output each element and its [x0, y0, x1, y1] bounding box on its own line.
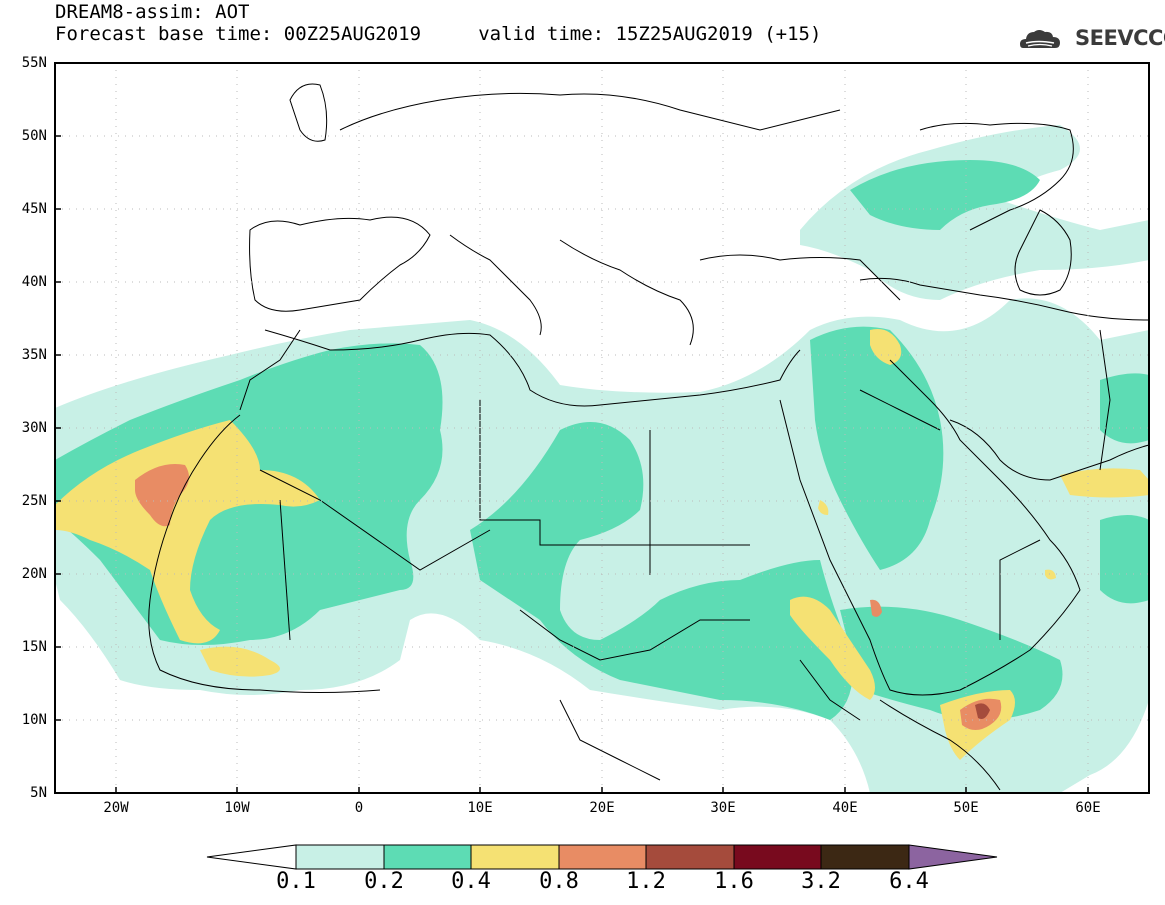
lat-label: 25N — [21, 493, 47, 509]
colorbar-label: 0.2 — [364, 869, 404, 894]
colorbar — [206, 844, 998, 870]
seevccc-logo-icon — [1020, 30, 1060, 48]
colorbar-label: 0.1 — [276, 869, 316, 894]
colorbar-swatch — [558, 844, 647, 870]
lon-label: 10E — [467, 800, 493, 816]
lat-label: 55N — [21, 55, 47, 71]
lon-label: 30E — [710, 800, 736, 816]
colorbar-high-arrow — [908, 844, 998, 870]
logo-text: SEEVCCC — [1075, 26, 1165, 50]
lat-label: 10N — [21, 712, 47, 728]
colorbar-label: 3.2 — [801, 869, 841, 894]
colorbar-label: 6.4 — [889, 869, 929, 894]
lon-label: 0 — [354, 800, 364, 816]
lat-label: 20N — [21, 566, 47, 582]
coastlines — [148, 83, 1149, 791]
lat-label: 40N — [21, 274, 47, 290]
colorbar-label: 1.6 — [714, 869, 754, 894]
chart-subtitle: Forecast base time: 00Z25AUG2019 valid t… — [55, 23, 822, 45]
lon-label: 10W — [224, 800, 250, 816]
lat-label: 15N — [21, 639, 47, 655]
aot-contour-0.4 — [55, 329, 1149, 760]
colorbar-label: 0.8 — [539, 869, 579, 894]
lon-label: 20E — [589, 800, 615, 816]
graticule — [55, 63, 1149, 793]
lon-label: 20W — [103, 800, 129, 816]
colorbar-swatch — [295, 844, 385, 870]
lat-label: 30N — [21, 420, 47, 436]
lon-label: 40E — [832, 800, 858, 816]
colorbar-swatch — [383, 844, 472, 870]
colorbar-label: 1.2 — [626, 869, 666, 894]
colorbar-swatch — [645, 844, 735, 870]
lat-label: 5N — [30, 785, 47, 801]
lat-label: 50N — [21, 128, 47, 144]
chart-title: DREAM8-assim: AOT — [55, 1, 250, 23]
colorbar-low-arrow — [206, 844, 297, 870]
lat-label: 35N — [21, 347, 47, 363]
map-ticks — [55, 135, 1089, 793]
lon-label: 60E — [1075, 800, 1101, 816]
lat-label: 45N — [21, 201, 47, 217]
colorbar-swatch — [733, 844, 822, 870]
colorbar-swatch — [470, 844, 560, 870]
colorbar-swatch — [820, 844, 910, 870]
lon-label: 50E — [953, 800, 979, 816]
colorbar-label: 0.4 — [451, 869, 491, 894]
aot-contour-1.2 — [975, 703, 990, 719]
